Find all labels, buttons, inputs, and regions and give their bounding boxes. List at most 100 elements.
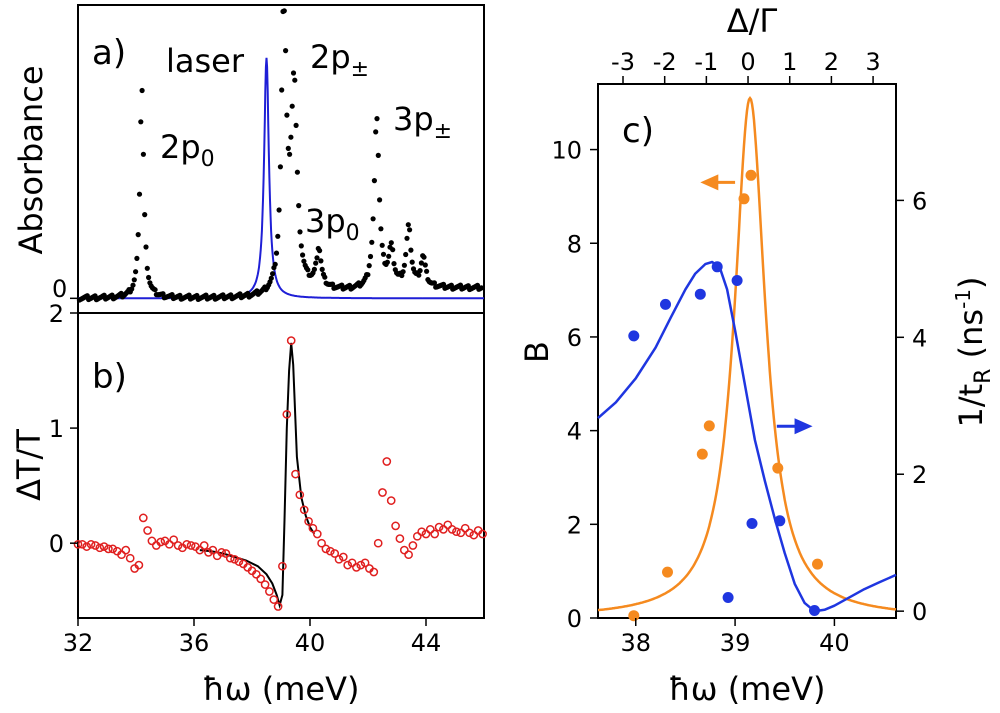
laser-spectrum-line: [78, 57, 484, 300]
panel-b-data-point: [312, 529, 322, 539]
panel-c-ytick-left-label: 2: [567, 511, 582, 539]
absorbance-point: [142, 212, 148, 218]
panel-c-ytick-right-label: 4: [912, 324, 927, 352]
absorbance-point: [407, 227, 413, 233]
panel-b-data-point: [95, 543, 105, 553]
panel-b-data-point: [352, 563, 361, 572]
absorbance-point: [370, 216, 376, 222]
absorbance-point: [275, 233, 281, 239]
panel-b-label: b): [92, 357, 127, 397]
panel-b-data-point: [421, 529, 431, 539]
inv-tr-sub: R: [971, 369, 996, 384]
absorbance-point: [279, 87, 285, 93]
panel-c-blue-point: [809, 605, 820, 616]
absorbance-point: [388, 240, 394, 246]
panel-a-label: a): [92, 33, 126, 73]
panel-b-data-point: [417, 527, 427, 537]
absorbance-point: [319, 266, 325, 272]
panel-c-orange-point: [812, 558, 823, 570]
peak-3p0-base: 3p: [305, 202, 346, 240]
panel-b-data-point: [117, 550, 126, 560]
absorbance-point: [311, 266, 317, 272]
panel-b-data-point: [325, 546, 335, 556]
peak-2p0-base: 2p: [160, 128, 201, 166]
panel-b-data-point: [452, 527, 461, 537]
panel-c-top-tick-label: -2: [653, 48, 677, 76]
panel-b-data-point: [273, 602, 283, 611]
panel-c-ytick-left-label: 0: [567, 605, 582, 633]
absorbance-point: [365, 272, 371, 278]
panel-c-blue-point: [711, 261, 723, 273]
absorbance-point: [377, 197, 383, 203]
panel-c-blue-point: [628, 330, 640, 342]
panel-b-data-point: [225, 553, 235, 563]
panel-b-data-point: [434, 522, 444, 532]
absorbance-point: [160, 291, 166, 297]
panel-b-fit-line: [199, 342, 316, 610]
panel-b-data-point: [169, 535, 179, 545]
panel-c-top-tick-label: 2: [824, 48, 839, 76]
panel-c-orange-point: [772, 462, 784, 474]
panel-b-data-point: [347, 558, 357, 568]
panel-c-ytick-left-label: 4: [567, 418, 582, 446]
panel-b-data-point: [412, 531, 422, 541]
panel-b-data-point: [251, 569, 261, 579]
panel-c-orange-point: [738, 193, 750, 205]
panel-b-data-point: [386, 496, 396, 505]
panel-b-data-point: [369, 567, 379, 577]
panel-c-marks: [597, 95, 897, 622]
panel-c-top-tick-label: -3: [611, 48, 635, 76]
panel-c-frame: [597, 83, 897, 619]
absorbance-point: [384, 259, 390, 265]
panel-b-data-point: [99, 542, 109, 551]
panel-c-top-tick-label: 3: [865, 48, 880, 76]
absorbance-point: [290, 70, 297, 76]
absorbance-point: [374, 116, 380, 122]
panel-b-xtick-label: 36: [179, 629, 210, 657]
panel-c-ytick-left-label: 6: [567, 324, 582, 352]
panel-b-data-point: [425, 525, 435, 534]
absorbance-point: [416, 272, 422, 278]
panel-c-ytick-left-label: 8: [567, 230, 582, 258]
panel-b-data-point: [230, 554, 239, 564]
panel-b-data-point: [199, 541, 209, 550]
absorbance-point: [300, 252, 306, 258]
panel-b-data-point: [391, 521, 400, 531]
panel-c-orange-point: [745, 169, 757, 181]
peak-2p0-label: 2p0: [160, 128, 215, 172]
panel-b-data-point: [173, 541, 183, 550]
panel-b-data-point: [260, 580, 270, 589]
panel-c-ylabel-left: B: [518, 341, 556, 363]
absorbance-point: [418, 260, 424, 266]
absorbance-point: [135, 232, 141, 238]
panel-c-blue-point: [722, 592, 734, 603]
panel-b-data-point: [195, 545, 205, 555]
peak-2ppm-base: 2p: [310, 38, 351, 76]
panel-b-data-point: [208, 545, 218, 555]
absorbance-point: [390, 247, 396, 253]
absorbance-point: [283, 48, 289, 54]
inv-tr-sup: -1: [951, 289, 975, 309]
panel-c-ylabel-right: 1/tR (ns-1): [951, 276, 996, 427]
absorbance-point: [287, 151, 293, 157]
panel-b-data-point: [134, 560, 144, 570]
panel-c-blue-point: [660, 298, 671, 310]
panel-b-data-point: [234, 557, 244, 566]
panel-c-blue-fit-line: [597, 260, 897, 613]
panel-b-data-point: [256, 574, 266, 584]
panel-a-ytick-0: 0: [52, 275, 67, 303]
panel-b-data-point: [373, 538, 383, 548]
panel-c-xlabel: ħω (meV): [669, 670, 826, 708]
absorbance-point: [375, 152, 381, 158]
absorbance-point: [367, 253, 374, 260]
absorbance-point: [301, 258, 307, 264]
absorbance-point: [272, 261, 278, 267]
peak-2ppm-label: 2p±: [310, 38, 369, 82]
panel-b-data-point: [456, 528, 466, 538]
panel-b-data-point: [204, 548, 213, 557]
panel-b-data-point: [77, 539, 87, 549]
panel-c-blue-point: [694, 288, 706, 300]
laser-label: laser: [166, 42, 245, 80]
